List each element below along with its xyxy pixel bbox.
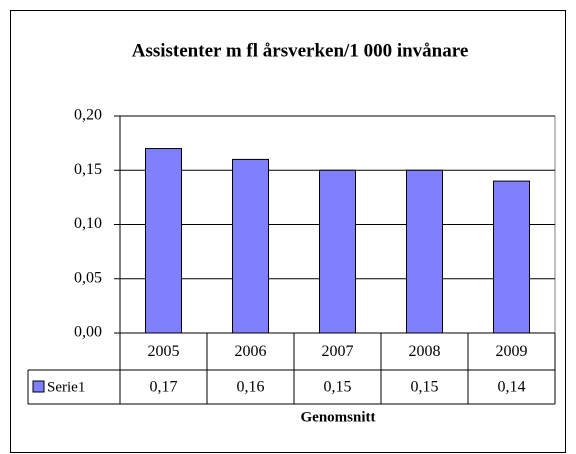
x-tick-label: 2005: [148, 343, 180, 360]
legend-label: Serie1: [47, 379, 85, 395]
y-tick-label: 0,10: [74, 215, 102, 232]
data-label: 0,16: [237, 379, 265, 396]
bar: [493, 180, 530, 334]
bar: [319, 169, 356, 334]
data-label: 0,14: [498, 379, 526, 396]
data-label: 0,15: [411, 379, 439, 396]
y-tick-label: 0,00: [74, 324, 102, 341]
chart-title: Assistenter m fl årsverken/1 000 invånar…: [132, 40, 469, 61]
data-label: 0,17: [150, 379, 178, 396]
data-label: 0,15: [324, 379, 352, 396]
x-tick-label: 2008: [409, 343, 441, 360]
y-tick-label: 0,20: [74, 107, 102, 124]
x-tick-label: 2009: [496, 343, 528, 360]
bar: [406, 169, 443, 334]
x-tick-label: 2007: [322, 343, 354, 360]
y-tick-label: 0,05: [74, 269, 102, 286]
x-axis-title: Genomsnitt: [301, 409, 376, 425]
bar: [232, 158, 269, 334]
legend-swatch: [32, 380, 45, 393]
bar: [145, 148, 182, 334]
y-tick-label: 0,15: [74, 161, 102, 178]
x-tick-label: 2006: [235, 343, 267, 360]
